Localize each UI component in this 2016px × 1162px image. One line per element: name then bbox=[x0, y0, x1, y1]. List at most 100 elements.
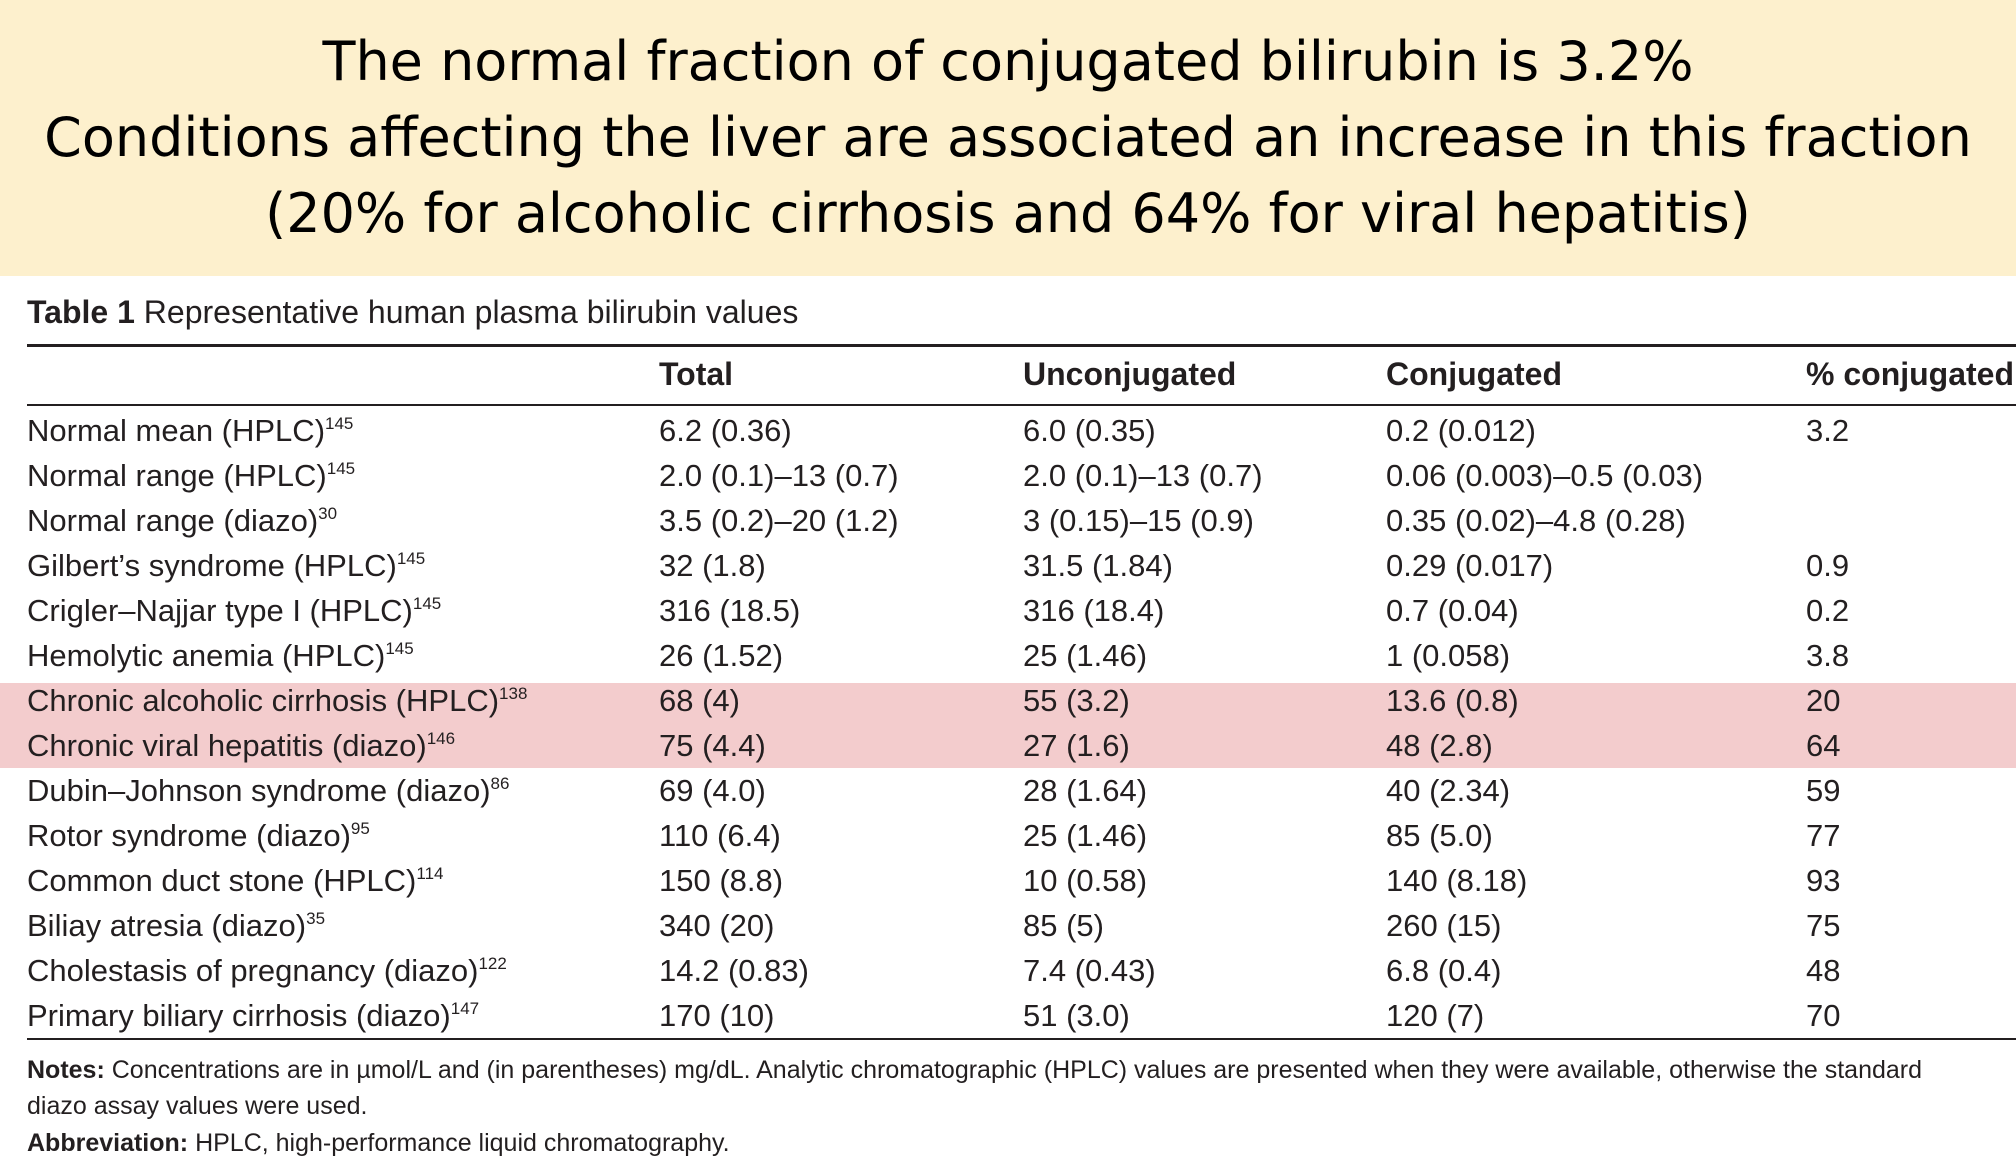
table-top-rule bbox=[27, 344, 2016, 347]
cell-conjugated: 1 (0.058) bbox=[1386, 638, 1511, 673]
reference-number: 145 bbox=[412, 594, 442, 613]
notes-line-1: Notes: Concentrations are in µmol/L and … bbox=[27, 1052, 1922, 1088]
cell-unconjugated: 316 (18.4) bbox=[1023, 593, 1165, 628]
table-caption-text: Representative human plasma bilirubin va… bbox=[143, 294, 799, 330]
cell-unconjugated: 51 (3.0) bbox=[1023, 998, 1130, 1033]
column-header-conjugated: Conjugated bbox=[1386, 356, 1562, 392]
condition-label: Dubin–Johnson syndrome (diazo) bbox=[27, 773, 491, 808]
cell-conjugated: 40 (2.34) bbox=[1386, 773, 1511, 808]
condition-label: Biliay atresia (diazo) bbox=[27, 908, 307, 943]
table-row: Gilbert’s syndrome (HPLC)145 32 (1.8) 31.5… bbox=[0, 543, 2016, 588]
table-row: Hemolytic anemia (HPLC)145 26 (1.52) 25 (1… bbox=[0, 633, 2016, 678]
cell-conjugated: 48 (2.8) bbox=[1386, 728, 1493, 763]
cell-total: 316 (18.5) bbox=[659, 593, 801, 628]
cell-conjugated: 13.6 (0.8) bbox=[1386, 683, 1519, 718]
cell-percent-conjugated: 59 bbox=[1806, 773, 1841, 808]
reference-number: 35 bbox=[306, 909, 326, 928]
header-rule bbox=[27, 404, 2016, 406]
table-row: Normal mean (HPLC)145 6.2 (0.36) 6.0 (0.35… bbox=[0, 408, 2016, 453]
banner-line-3: (20% for alcoholic cirrhosis and 64% for… bbox=[265, 182, 1751, 245]
reference-number: 30 bbox=[318, 504, 338, 523]
table-row: Crigler–Najjar type I (HPLC)145 316 (18.5… bbox=[0, 588, 2016, 633]
cell-total: 26 (1.52) bbox=[659, 638, 784, 673]
table-row: Dubin–Johnson syndrome (diazo)86 69 (4.0)… bbox=[0, 768, 2016, 813]
cell-unconjugated: 27 (1.6) bbox=[1023, 728, 1130, 763]
cell-percent-conjugated: 64 bbox=[1806, 728, 1841, 763]
cell-total: 3.5 (0.2)–20 (1.2) bbox=[659, 503, 899, 538]
notes-text-1: Concentrations are in µmol/L and (in par… bbox=[111, 1056, 1923, 1084]
cell-percent-conjugated: 3.8 bbox=[1806, 638, 1850, 673]
reference-number: 86 bbox=[490, 774, 510, 793]
cell-unconjugated: 25 (1.46) bbox=[1023, 818, 1148, 853]
cell-percent-conjugated: 3.2 bbox=[1806, 413, 1850, 448]
table-row: Biliay atresia (diazo)35 340 (20) 85 (5) 26… bbox=[0, 903, 2016, 948]
notes-text-2: diazo assay values were used. bbox=[27, 1092, 368, 1120]
table-row: Normal range (diazo)30 3.5 (0.2)–20 (1.2)… bbox=[0, 498, 2016, 543]
cell-unconjugated: 7.4 (0.43) bbox=[1023, 953, 1156, 988]
notes-line-2: diazo assay values were used. bbox=[27, 1088, 367, 1124]
condition-label: Gilbert’s syndrome (HPLC) bbox=[27, 548, 397, 583]
cell-condition: Dubin–Johnson syndrome (diazo)86 bbox=[27, 768, 509, 813]
table-row: Chronic alcoholic cirrhosis (HPLC)138 68 … bbox=[0, 678, 2016, 723]
cell-condition: Normal mean (HPLC)145 bbox=[27, 408, 353, 453]
table-caption: Table 1 Representative human plasma bili… bbox=[27, 286, 798, 338]
column-header-unconjugated: Unconjugated bbox=[1023, 356, 1237, 392]
banner-line-1: The normal fraction of conjugated biliru… bbox=[322, 30, 1694, 93]
reference-number: 145 bbox=[325, 414, 354, 433]
cell-unconjugated: 3 (0.15)–15 (0.9) bbox=[1023, 503, 1254, 538]
summary-banner: The normal fraction of conjugated biliru… bbox=[0, 0, 2016, 276]
cell-total: 68 (4) bbox=[659, 683, 740, 718]
banner-line-2: Conditions affecting the liver are assoc… bbox=[44, 106, 1972, 169]
cell-total: 14.2 (0.83) bbox=[659, 953, 809, 988]
cell-conjugated: 0.35 (0.02)–4.8 (0.28) bbox=[1386, 503, 1686, 538]
cell-conjugated: 6.8 (0.4) bbox=[1386, 953, 1502, 988]
abbreviation-line: Abbreviation: HPLC, high-performance liq… bbox=[27, 1125, 730, 1161]
cell-conjugated: 0.7 (0.04) bbox=[1386, 593, 1519, 628]
cell-percent-conjugated: 75 bbox=[1806, 908, 1841, 943]
table-row: Primary biliary cirrhosis (diazo)147 170 … bbox=[0, 993, 2016, 1038]
table-row: Common duct stone (HPLC)114 150 (8.8) 10 (… bbox=[0, 858, 2016, 903]
cell-percent-conjugated: 77 bbox=[1806, 818, 1841, 853]
condition-label: Normal range (diazo) bbox=[27, 503, 319, 538]
condition-label: Crigler–Najjar type I (HPLC) bbox=[27, 593, 413, 628]
cell-condition: Normal range (diazo)30 bbox=[27, 498, 337, 543]
highlight-band bbox=[0, 683, 2016, 768]
table-bottom-rule bbox=[27, 1038, 2016, 1040]
table-caption-label: Table 1 bbox=[27, 294, 135, 330]
cell-total: 32 (1.8) bbox=[659, 548, 766, 583]
cell-condition: Gilbert’s syndrome (HPLC)145 bbox=[27, 543, 425, 588]
cell-percent-conjugated: 70 bbox=[1806, 998, 1841, 1033]
cell-condition: Chronic viral hepatitis (diazo)146 bbox=[27, 723, 455, 768]
abbreviation-text: HPLC, high-performance liquid chromatogr… bbox=[195, 1129, 730, 1157]
cell-conjugated: 260 (15) bbox=[1386, 908, 1502, 943]
cell-condition: Normal range (HPLC)145 bbox=[27, 453, 355, 498]
reference-number: 145 bbox=[326, 459, 356, 478]
cell-percent-conjugated: 0.9 bbox=[1806, 548, 1850, 583]
cell-unconjugated: 31.5 (1.84) bbox=[1023, 548, 1173, 583]
cell-total: 340 (20) bbox=[659, 908, 775, 943]
reference-number: 138 bbox=[499, 684, 528, 703]
cell-condition: Hemolytic anemia (HPLC)145 bbox=[27, 633, 414, 678]
reference-number: 114 bbox=[416, 864, 444, 883]
cell-conjugated: 85 (5.0) bbox=[1386, 818, 1493, 853]
cell-total: 6.2 (0.36) bbox=[659, 413, 792, 448]
cell-condition: Chronic alcoholic cirrhosis (HPLC)138 bbox=[27, 678, 527, 723]
reference-number: 145 bbox=[396, 549, 426, 568]
cell-condition: Common duct stone (HPLC)114 bbox=[27, 858, 443, 903]
cell-total: 75 (4.4) bbox=[659, 728, 766, 763]
notes-label: Notes: bbox=[27, 1056, 105, 1084]
cell-percent-conjugated: 48 bbox=[1806, 953, 1841, 988]
reference-number: 145 bbox=[385, 639, 414, 658]
cell-unconjugated: 85 (5) bbox=[1023, 908, 1104, 943]
cell-total: 110 (6.4) bbox=[659, 818, 781, 853]
cell-conjugated: 0.2 (0.012) bbox=[1386, 413, 1536, 448]
condition-label: Cholestasis of pregnancy (diazo) bbox=[27, 953, 479, 988]
condition-label: Chronic alcoholic cirrhosis (HPLC) bbox=[27, 683, 500, 718]
cell-percent-conjugated: 93 bbox=[1806, 863, 1841, 898]
cell-unconjugated: 10 (0.58) bbox=[1023, 863, 1148, 898]
cell-unconjugated: 25 (1.46) bbox=[1023, 638, 1148, 673]
table-row: Normal range (HPLC)145 2.0 (0.1)–13 (0.7)… bbox=[0, 453, 2016, 498]
condition-label: Hemolytic anemia (HPLC) bbox=[27, 638, 386, 673]
cell-unconjugated: 28 (1.64) bbox=[1023, 773, 1148, 808]
condition-label: Common duct stone (HPLC) bbox=[27, 863, 417, 898]
